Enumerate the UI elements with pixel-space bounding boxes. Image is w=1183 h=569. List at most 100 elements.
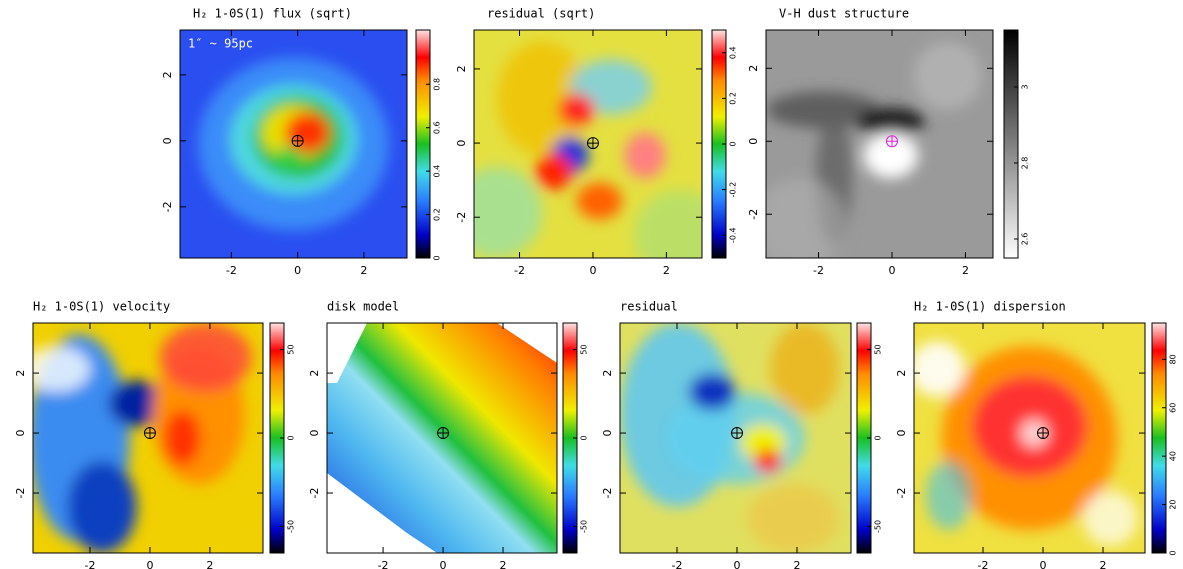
- blob: [624, 133, 665, 179]
- x-tick-label: -2: [84, 559, 95, 569]
- colorbar-tick-label: 0.8: [433, 78, 442, 91]
- colorbar-tick-label: 50: [287, 344, 296, 354]
- y-tick-label: 0: [601, 430, 614, 437]
- y-tick-label: 2: [895, 370, 908, 377]
- blob: [1083, 491, 1138, 546]
- blob: [68, 461, 137, 553]
- figure: H₂ 1-0S(1) flux (sqrt)1″ ~ 95pc-202-2020…: [0, 0, 1183, 569]
- y-tick-label: 0: [747, 138, 760, 145]
- x-tick-label: 2: [663, 264, 670, 277]
- colorbar-tick-label: 60: [1169, 403, 1178, 413]
- x-tick-label: 0: [440, 559, 447, 569]
- y-tick-label: -2: [14, 488, 27, 499]
- blob: [909, 341, 964, 396]
- blob: [755, 178, 846, 269]
- blob: [914, 41, 982, 109]
- image: [755, 30, 993, 269]
- colorbar-tick-label: 0: [874, 435, 883, 440]
- colorbar-tick-label: 0.6: [433, 121, 442, 134]
- panel-title: H₂ 1-0S(1) flux (sqrt): [193, 7, 352, 21]
- blob: [857, 108, 925, 135]
- annotation: 1″ ~ 95pc: [188, 37, 253, 51]
- panel-title: H₂ 1-0S(1) velocity: [33, 300, 170, 314]
- blob: [275, 146, 302, 169]
- y-tick-label: 2: [747, 65, 760, 72]
- colorbar-tick-label: 0.4: [729, 46, 738, 59]
- y-tick-label: 2: [601, 370, 614, 377]
- colorbar-tick-label: 0: [580, 435, 589, 440]
- x-tick-label: 0: [734, 559, 741, 569]
- y-tick-label: -2: [601, 488, 614, 499]
- colorbar-tick-label: 0.2: [433, 208, 442, 221]
- x-tick-label: 2: [794, 559, 801, 569]
- image: [22, 323, 264, 553]
- colorbar: [416, 30, 430, 258]
- y-tick-label: 2: [161, 71, 174, 78]
- blob: [558, 94, 594, 126]
- colorbar-tick-label: -0.4: [729, 227, 738, 243]
- colorbar-tick-label: -50: [580, 520, 589, 533]
- blob: [689, 374, 735, 411]
- colorbar-tick-label: 2.6: [1021, 233, 1030, 246]
- y-tick-label: 0: [308, 430, 321, 437]
- blob: [754, 450, 782, 473]
- colorbar: [1004, 30, 1018, 258]
- x-tick-label: 2: [206, 559, 213, 569]
- y-tick-label: -2: [455, 212, 468, 223]
- blob: [634, 190, 725, 281]
- colorbar-tick-label: 50: [874, 344, 883, 354]
- colorbar-tick-label: -0.2: [729, 182, 738, 198]
- image: [451, 30, 725, 281]
- blob: [536, 153, 572, 189]
- panel-title: residual (sqrt): [487, 7, 595, 21]
- y-tick-label: 0: [161, 137, 174, 144]
- x-tick-label: 0: [888, 264, 895, 277]
- x-tick-label: -2: [378, 559, 389, 569]
- x-tick-label: 0: [294, 264, 301, 277]
- x-tick-label: -2: [672, 559, 683, 569]
- x-tick-label: -2: [813, 264, 824, 277]
- colorbar: [1152, 323, 1166, 553]
- colorbar-tick-label: 0: [1169, 550, 1178, 555]
- colorbar-tick-label: 0: [729, 141, 738, 146]
- y-tick-label: 0: [14, 430, 27, 437]
- colorbar-tick-label: 20: [1169, 499, 1178, 509]
- x-tick-label: 0: [146, 559, 153, 569]
- y-tick-label: 2: [455, 65, 468, 72]
- colorbar-tick-label: 2.8: [1021, 157, 1030, 170]
- image: [909, 323, 1145, 553]
- y-tick-label: -2: [747, 209, 760, 220]
- y-tick-label: 0: [895, 430, 908, 437]
- colorbar-tick-label: -50: [874, 520, 883, 533]
- blob: [577, 183, 623, 219]
- colorbar-tick-label: 0.4: [433, 165, 442, 178]
- x-tick-label: 0: [589, 264, 596, 277]
- colorbar-tick-label: 80: [1169, 354, 1178, 364]
- x-tick-label: 2: [360, 264, 367, 277]
- colorbar-tick-label: 40: [1169, 451, 1178, 461]
- y-tick-label: 2: [14, 370, 27, 377]
- colorbar-tick-label: 0.2: [729, 92, 738, 105]
- blob: [747, 484, 839, 553]
- x-tick-label: -2: [978, 559, 989, 569]
- y-tick-label: 2: [308, 370, 321, 377]
- y-tick-label: -2: [161, 201, 174, 212]
- colorbar-tick-label: 50: [580, 344, 589, 354]
- y-tick-label: 0: [455, 140, 468, 147]
- colorbar-tick-label: 0: [433, 255, 442, 260]
- blob: [770, 323, 839, 415]
- x-tick-label: -2: [226, 264, 237, 277]
- blob: [926, 461, 972, 530]
- blob: [22, 346, 91, 392]
- y-tick-label: -2: [308, 488, 321, 499]
- colorbar-tick-label: 0: [287, 435, 296, 440]
- x-tick-label: 2: [962, 264, 969, 277]
- blob: [164, 410, 201, 465]
- panel-title: H₂ 1-0S(1) dispersion: [914, 300, 1066, 314]
- colorbar-tick-label: -50: [287, 520, 296, 533]
- x-tick-label: 2: [1100, 559, 1107, 569]
- panel-title: residual: [620, 300, 678, 314]
- colorbar-tick-label: 3: [1021, 84, 1030, 89]
- x-tick-label: 2: [500, 559, 507, 569]
- x-tick-label: -2: [514, 264, 525, 277]
